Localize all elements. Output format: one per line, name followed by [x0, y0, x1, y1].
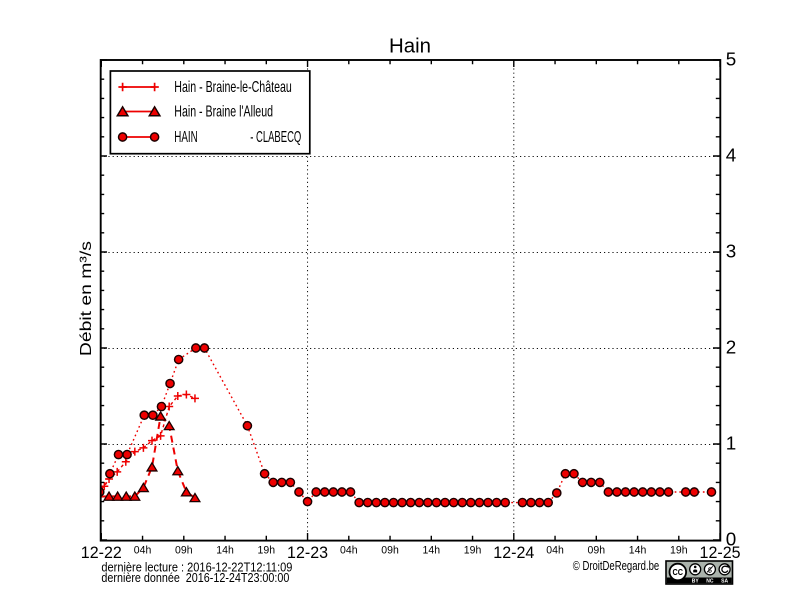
svg-text:Hain: Hain	[389, 36, 431, 58]
svg-text:12-25: 12-25	[700, 543, 741, 562]
svg-text:NC: NC	[706, 579, 714, 585]
svg-text:04h: 04h	[546, 545, 564, 557]
svg-text:14h: 14h	[423, 545, 441, 557]
svg-text:Hain - Braine l'Alleud: Hain - Braine l'Alleud	[174, 104, 273, 121]
svg-text:SA: SA	[721, 579, 728, 585]
svg-text:4: 4	[726, 145, 737, 165]
svg-text:© DroitDeRegard.be: © DroitDeRegard.be	[573, 559, 659, 573]
svg-text:dernière lecture : 2016-12-22T: dernière lecture : 2016-12-22T12:11:09	[101, 561, 292, 575]
svg-text:3: 3	[726, 241, 737, 261]
svg-text:Débit en m³/s: Débit en m³/s	[78, 241, 95, 356]
svg-text:dernière donnée 2016-12-24T23: dernière donnée 2016-12-24T23:00:00	[101, 571, 289, 585]
svg-text:09h: 09h	[588, 545, 606, 557]
svg-text:5: 5	[726, 49, 737, 69]
svg-text:Hain - Braine-le-Château: Hain - Braine-le-Château	[174, 79, 291, 96]
svg-text:12-22: 12-22	[81, 543, 122, 562]
svg-text:12-24: 12-24	[493, 543, 534, 562]
svg-text:1: 1	[726, 433, 737, 453]
svg-text:09h: 09h	[175, 545, 193, 557]
svg-text:0: 0	[726, 529, 737, 549]
svg-text:HAIN: HAIN	[174, 129, 197, 146]
svg-text:04h: 04h	[134, 545, 152, 557]
svg-text:12-23: 12-23	[287, 543, 328, 562]
svg-text:CC: CC	[673, 568, 684, 577]
svg-text:2: 2	[726, 337, 737, 357]
svg-text:19h: 19h	[258, 545, 276, 557]
svg-text:14h: 14h	[629, 545, 647, 557]
svg-text:04h: 04h	[340, 545, 358, 557]
svg-text:14h: 14h	[216, 545, 234, 557]
svg-text:19h: 19h	[670, 545, 688, 557]
svg-text:19h: 19h	[464, 545, 482, 557]
svg-text:BY: BY	[692, 579, 700, 585]
svg-text:- CLABECQ: - CLABECQ	[250, 129, 301, 146]
svg-text:09h: 09h	[381, 545, 399, 557]
